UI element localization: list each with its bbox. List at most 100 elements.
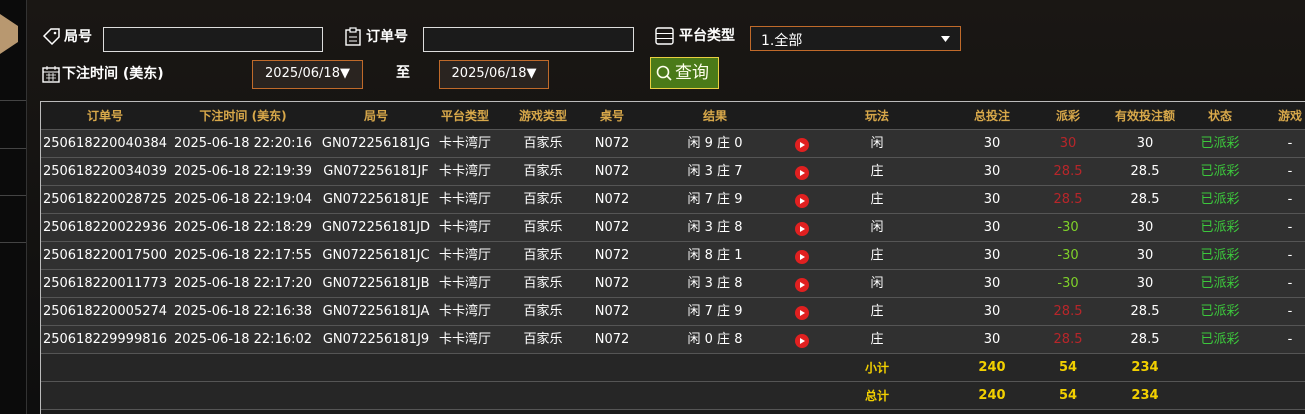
payout-cell: 28.5 [1053,332,1083,347]
play-cell: 闲 [870,220,884,235]
payout-cell: -30 [1057,220,1079,235]
dropdown-arrow [941,36,950,42]
search-icon [656,65,672,81]
date-from[interactable]: 2025/06/18▼ [252,60,363,89]
side-strip [0,0,27,414]
status-cell: 已派彩 [1200,248,1240,263]
game-table-cell: - [1287,332,1293,347]
replay-icon[interactable] [795,222,809,236]
table-row [41,326,1305,354]
replay-icon[interactable] [795,278,809,292]
game-table-cell: - [1287,136,1293,151]
total-bet-cell: 30 [983,136,1001,151]
order-no-cell: 250618220017500 [42,248,168,263]
status-cell: 已派彩 [1200,136,1240,151]
round-no-cell: GN072256181JE [322,192,430,207]
query-text: 查询 [675,63,709,83]
platform-cell: 卡卡湾厅 [438,136,492,151]
game-type-cell: 百家乐 [523,276,563,291]
table-no-cell: N072 [594,276,630,291]
side-divider [0,242,26,243]
table-no-cell: N072 [594,220,630,235]
play-cell: 庄 [870,332,884,347]
table-no-cell: N072 [594,136,630,151]
valid-bet-cell: 30 [1136,220,1154,235]
game-type-cell: 百家乐 [523,164,563,179]
replay-icon[interactable] [795,250,809,264]
table-row [41,214,1305,242]
play-cell: 庄 [870,164,884,179]
time-label: 下注时间 (美东) [62,66,164,82]
calendar-icon [42,66,60,83]
header-cell: 玩法 [864,109,890,123]
game-table-cell: - [1287,220,1293,235]
platform-cell: 卡卡湾厅 [438,332,492,347]
order-no-cell: 250618229999816 [42,332,168,347]
header-cell: 结果 [702,109,728,123]
round-no-cell: GN072256181JD [321,220,431,235]
play-cell: 庄 [870,248,884,263]
replay-icon[interactable] [795,166,809,180]
query-button[interactable]: 查询 [650,57,719,89]
platform-cell: 卡卡湾厅 [438,164,492,179]
total-bet-cell: 30 [983,220,1001,235]
round-no-cell: GN072256181JF [323,164,429,179]
replay-icon[interactable] [795,194,809,208]
result-cell: 闲 3 庄 8 [687,220,743,235]
total-bet-cell: 30 [983,164,1001,179]
round-no-cell: GN072256181JA [322,304,430,319]
platform-cell: 卡卡湾厅 [438,304,492,319]
game-table-cell: - [1287,304,1293,319]
valid-bet-cell: 28.5 [1130,332,1160,347]
round-no-cell: GN072256181JG [321,136,431,151]
header-cell: 桌号 [599,109,625,123]
payout-cell: -30 [1057,248,1079,263]
table-row [41,158,1305,186]
date-to[interactable]: 2025/06/18▼ [439,60,549,89]
bet-time-cell: 2025-06-18 22:19:04 [173,192,313,207]
table-row [41,242,1305,270]
to-label: 至 [396,65,410,81]
header-cell: 下注时间 (美东) [199,109,287,123]
replay-icon[interactable] [795,138,809,152]
table-no-cell: N072 [594,248,630,263]
platform-cell: 卡卡湾厅 [438,220,492,235]
header-cell: 有效投注额 [1114,109,1176,123]
status-cell: 已派彩 [1200,332,1240,347]
valid-bet-cell: 30 [1136,136,1154,151]
payout-cell: 30 [1059,136,1077,151]
round-input[interactable] [103,27,323,52]
round-no-cell: GN072256181J9 [322,332,430,347]
total-valid: 234 [1131,388,1159,403]
total-bet-cell: 30 [983,332,1001,347]
platform-select[interactable]: 1.全部 [750,26,961,51]
valid-bet-cell: 30 [1136,248,1154,263]
result-cell: 闲 7 庄 9 [687,304,743,319]
game-type-cell: 百家乐 [523,192,563,207]
table-row [41,186,1305,214]
valid-bet-cell: 28.5 [1130,164,1160,179]
total-bet: 240 [978,388,1006,403]
header-row [41,102,1305,130]
side-notch [0,14,18,54]
result-cell: 闲 0 庄 8 [687,332,743,347]
play-cell: 闲 [870,136,884,151]
order-label: 订单号 [366,29,408,45]
result-cell: 闲 7 庄 9 [687,192,743,207]
subtotal-valid: 234 [1131,360,1159,375]
side-divider [0,148,26,149]
total-label: 总计 [864,389,890,403]
status-cell: 已派彩 [1200,164,1240,179]
subtotal-row [41,354,1305,382]
replay-icon[interactable] [795,306,809,320]
valid-bet-cell: 28.5 [1130,192,1160,207]
table-no-cell: N072 [594,332,630,347]
order-input[interactable] [423,27,634,52]
table-row [41,270,1305,298]
replay-icon[interactable] [795,334,809,348]
platform-cell: 卡卡湾厅 [438,192,492,207]
game-type-cell: 百家乐 [523,248,563,263]
header-cell: 订单号 [86,109,124,123]
subtotal-label: 小计 [864,361,890,375]
result-cell: 闲 3 庄 7 [687,164,743,179]
